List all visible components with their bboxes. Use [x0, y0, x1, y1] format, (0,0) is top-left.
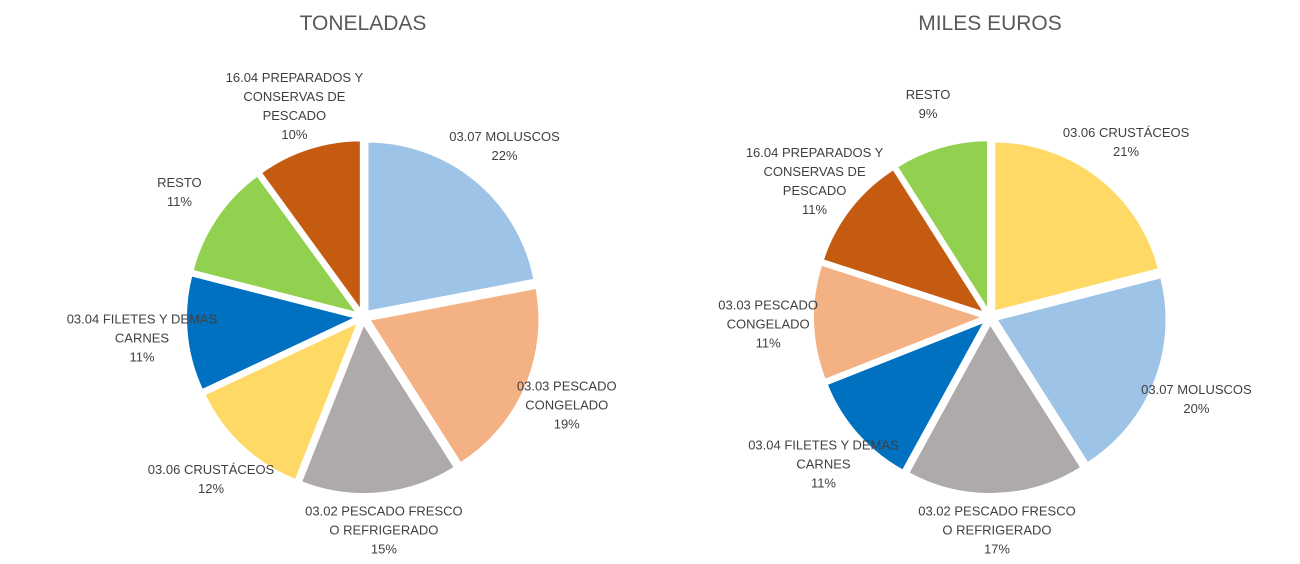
data-label: 03.06 CRUSTÁCEOS 21%: [1046, 123, 1206, 161]
label-value: 11%: [166, 194, 192, 210]
label-category: 03.06 CRUSTÁCEOS: [147, 461, 275, 477]
label-value: 15%: [370, 541, 397, 557]
data-label: 03.03 PESCADO CONGELADO 11%: [688, 295, 848, 352]
data-label: 03.06 CRUSTÁCEOS 12%: [131, 460, 291, 498]
pie-slice: [299, 321, 457, 495]
pie-slice: [895, 139, 990, 314]
data-label: 03.02 PESCADO FRESCO O REFRIGERADO 17%: [917, 502, 1077, 559]
data-label: RESTO 11%: [99, 173, 259, 211]
data-label: 03.02 PESCADO FRESCO O REFRIGERADO 15%: [304, 502, 464, 559]
label-value: 22%: [491, 147, 518, 163]
label-category: 03.02 PESCADO FRESCO O REFRIGERADO: [918, 503, 1076, 538]
label-category: RESTO: [905, 86, 951, 102]
data-label: 16.04 PREPARADOS Y CONSERVAS DE PESCADO 1…: [735, 143, 895, 219]
label-category: 03.03 PESCADO CONGELADO: [718, 297, 818, 332]
label-value: 9%: [918, 105, 938, 121]
pie-slice: [203, 320, 361, 482]
label-category: 03.06 CRUSTÁCEOS: [1062, 124, 1190, 140]
pie-slice: [821, 167, 987, 315]
label-category: 16.04 PREPARADOS Y CONSERVAS DE PESCADO: [225, 69, 364, 123]
label-category: RESTO: [157, 175, 202, 191]
pie-slice: [994, 276, 1168, 465]
pie-slice: [185, 274, 359, 392]
label-category: 16.04 PREPARADOS Y CONSERVAS DE PESCADO: [745, 144, 884, 198]
label-value: 11%: [755, 335, 781, 351]
data-label: 16.04 PREPARADOS Y CONSERVAS DE PESCADO 1…: [214, 68, 374, 144]
data-label: 03.04 FILETES Y DEMAS CARNES 11%: [62, 309, 222, 366]
data-label: 03.04 FILETES Y DEMAS CARNES 11%: [743, 435, 903, 492]
pie-slice: [259, 139, 362, 314]
label-value: 11%: [129, 349, 155, 365]
label-value: 11%: [802, 201, 828, 217]
pie-slice: [367, 286, 541, 465]
label-category: 03.02 PESCADO FRESCO O REFRIGERADO: [305, 503, 463, 538]
label-value: 17%: [983, 541, 1010, 557]
label-value: 11%: [810, 475, 836, 491]
data-label: 03.03 PESCADO CONGELADO 19%: [487, 377, 647, 434]
label-value: 21%: [1113, 143, 1140, 159]
pie-slice: [906, 322, 1083, 495]
label-category: 03.04 FILETES Y DEMAS CARNES: [748, 437, 899, 472]
pie-slice: [191, 174, 360, 315]
label-category: 03.04 FILETES Y DEMAS CARNES: [66, 311, 218, 346]
data-label: RESTO 9%: [848, 85, 1008, 123]
pie-slice: [825, 319, 987, 472]
data-label: 03.07 MOLUSCOS 20%: [1116, 380, 1276, 418]
label-category: 03.07 MOLUSCOS: [449, 128, 560, 144]
label-value: 12%: [198, 480, 225, 496]
chart-title: MILES EUROS: [918, 12, 1062, 35]
label-value: 19%: [553, 416, 580, 432]
chart-title: TONELADAS: [299, 12, 427, 35]
pie-slice: [366, 140, 536, 313]
label-category: 03.07 MOLUSCOS: [1141, 381, 1252, 397]
pie-slice: [993, 140, 1161, 313]
label-value: 10%: [281, 126, 308, 142]
label-value: 20%: [1183, 400, 1210, 416]
data-label: 03.07 MOLUSCOS 22%: [425, 127, 585, 165]
pie-slice: [812, 263, 986, 382]
label-category: 03.03 PESCADO CONGELADO: [516, 378, 617, 413]
